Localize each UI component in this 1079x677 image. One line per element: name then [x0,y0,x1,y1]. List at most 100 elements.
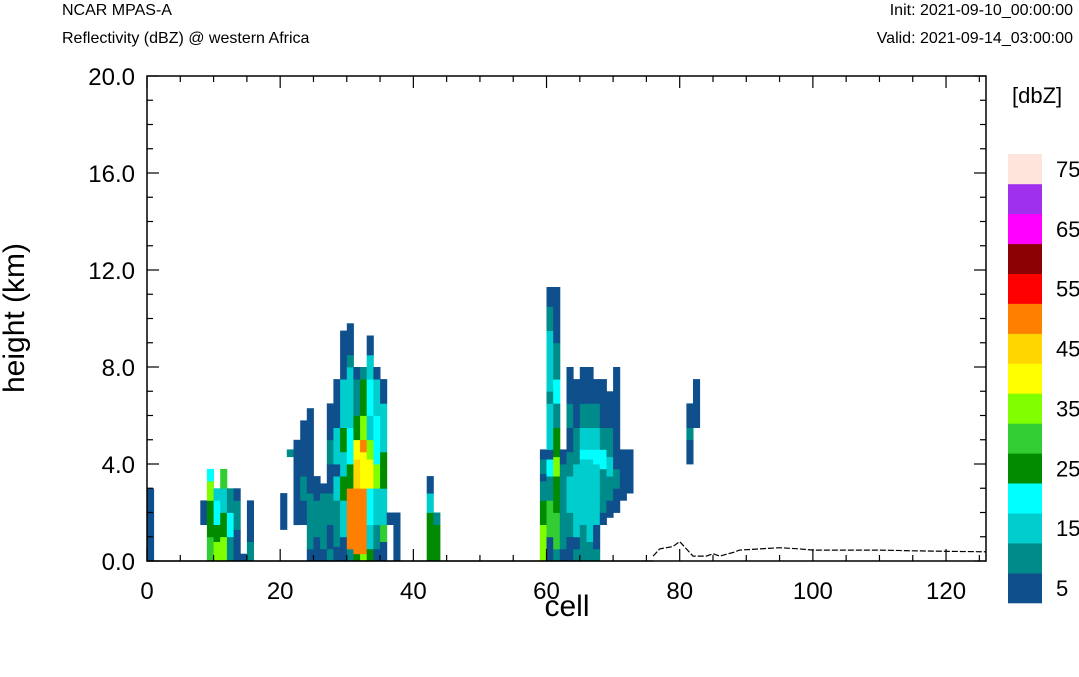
reflectivity-cell [300,476,308,501]
reflectivity-cell [579,384,587,404]
reflectivity-cell [326,403,334,441]
reflectivity-cell [346,403,354,428]
reflectivity-cell [553,287,561,344]
reflectivity-cell [320,524,328,550]
reflectivity-cell [366,459,374,489]
reflectivity-cell [579,427,587,450]
reflectivity-cell [360,415,368,441]
reflectivity-cell [546,449,554,460]
reflectivity-cell [566,512,574,538]
reflectivity-cell [366,335,374,356]
reflectivity-cell [233,529,241,562]
reflectivity-cell [586,427,594,450]
reflectivity-cell [373,464,381,489]
reflectivity-cell [233,488,241,501]
reflectivity-cell [566,451,574,477]
reflectivity-cell [546,330,554,392]
reflectivity-cell [539,459,547,475]
x-tick-label: 0 [140,578,153,605]
reflectivity-cell [340,536,348,562]
reflectivity-cell [233,500,241,530]
reflectivity-cell [593,449,601,465]
reflectivity-cell [553,379,561,404]
reflectivity-cell [380,403,388,453]
reflectivity-cell [686,427,694,441]
reflectivity-cell [366,488,374,526]
reflectivity-cell [606,500,614,518]
reflectivity-cell [566,476,574,513]
reflectivity-cell [326,548,334,562]
reflectivity-cell [333,546,341,562]
reflectivity-cell [566,536,574,562]
reflectivity-cell [240,553,248,562]
reflectivity-cell [206,481,214,501]
reflectivity-cell [206,468,214,482]
reflectivity-cell [226,512,234,538]
reflectivity-cell [320,483,328,494]
reflectivity-cell [573,427,581,465]
reflectivity-cell [546,391,554,404]
reflectivity-cell [346,323,354,356]
colorbar-labels: 5 15 25 35 45 55 65 75 [1056,157,1079,601]
reflectivity-cell [353,439,361,460]
reflectivity-cell [573,536,581,550]
colorbar [1008,154,1042,604]
reflectivity-cell [559,548,567,562]
y-tick-label: 12.0 [88,258,135,285]
reflectivity-cell [579,367,587,385]
terrain-line [652,540,987,557]
colorbar-swatch [1008,483,1042,514]
reflectivity-cell [373,524,381,550]
plot-subtitle: Reflectivity (dBZ) @ western Africa [62,30,310,47]
reflectivity-cell [426,512,434,562]
reflectivity-cell [293,439,301,526]
colorbar-swatch [1008,333,1042,364]
reflectivity-cell [320,493,328,525]
reflectivity-cell [586,459,594,525]
reflectivity-cell [326,493,334,525]
reflectivity-cell [613,488,621,513]
reflectivity-cell [346,464,354,489]
reflectivity-cell [619,449,627,501]
reflectivity-cell [280,493,288,530]
reflectivity-cell [346,367,354,404]
axis-ticks [146,75,986,562]
reflectivity-cell [373,488,381,526]
reflectivity-cell [539,500,547,525]
reflectivity-cell [206,500,214,538]
reflectivity-cell [599,512,607,525]
reflectivity-cell [573,548,581,562]
colorbar-label: 35 [1056,396,1079,421]
reflectivity-cell [360,488,368,555]
reflectivity-cell [320,548,328,562]
reflectivity-cell [306,548,314,562]
reflectivity-cell [539,481,547,501]
reflectivity-cell [220,512,228,538]
colorbar-label: 65 [1056,217,1079,242]
reflectivity-cell [326,524,334,550]
reflectivity-cell [353,367,361,380]
reflectivity-cell [613,367,621,380]
reflectivity-cell [226,536,234,562]
valid-time: Valid: 2021-09-14_03:00:00 [876,30,1073,47]
reflectivity-cell [346,427,354,465]
reflectivity-cell [586,403,594,428]
reflectivity-cell [366,439,374,460]
model-title: NCAR MPAS-A [62,2,172,19]
reflectivity-cell [546,536,554,562]
reflectivity-cell [553,427,561,458]
reflectivity-cell [373,367,381,380]
reflectivity-cell [573,403,581,428]
reflectivity-cell [546,500,554,538]
reflectivity-cell [340,427,348,453]
reflectivity-cell [353,415,361,441]
colorbar-label: 75 [1056,157,1079,182]
reflectivity-cell [433,524,441,562]
reflectivity-cell [613,379,621,450]
y-axis-title: height (km) [0,243,31,393]
colorbar-swatch [1008,183,1042,215]
reflectivity-cell [606,403,614,428]
reflectivity-cell [553,548,561,562]
reflectivity-cell [606,427,614,458]
reflectivity-cell [373,548,381,562]
